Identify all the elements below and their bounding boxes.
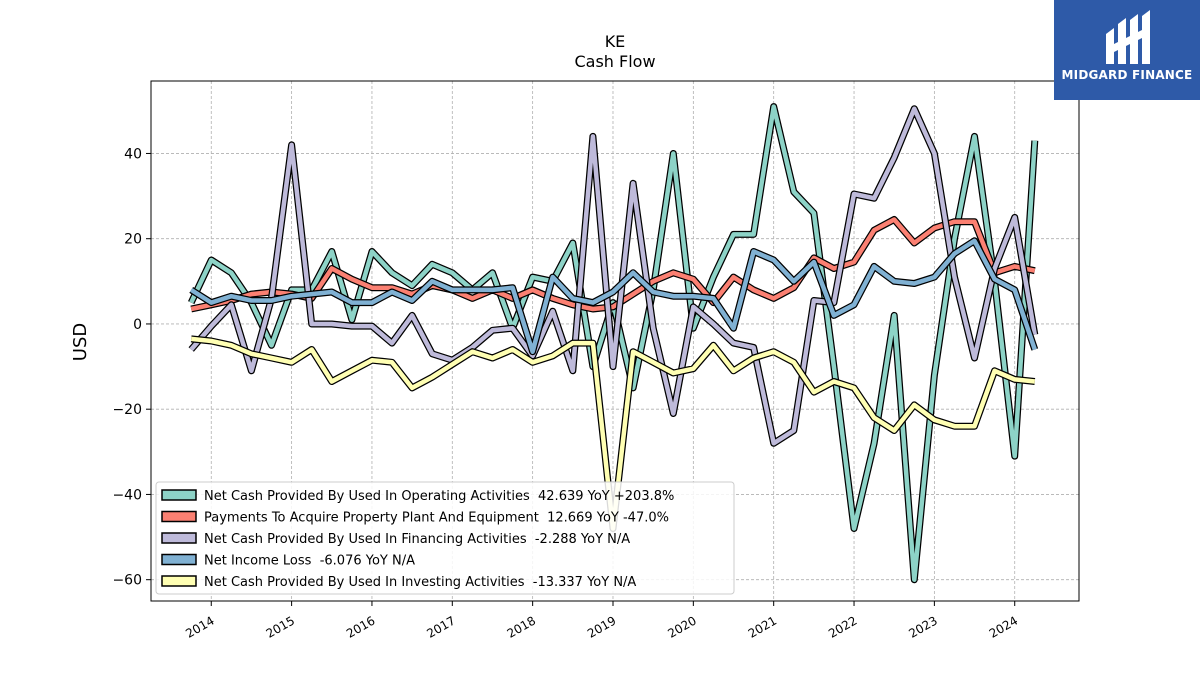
legend: Net Cash Provided By Used In Operating A… bbox=[155, 481, 735, 595]
x-tick-label: 2014 bbox=[183, 613, 216, 640]
y-tick-label: −60 bbox=[112, 573, 142, 589]
x-tick-label: 2015 bbox=[264, 613, 297, 640]
y-tick-label: 0 bbox=[133, 317, 142, 333]
series-line-2 bbox=[189, 106, 1038, 446]
legend-swatch-2 bbox=[161, 532, 197, 544]
brand-logo-icon bbox=[1106, 10, 1150, 64]
y-axis: −60 −40 −20 0 20 40 bbox=[112, 146, 151, 589]
legend-swatch-3 bbox=[161, 553, 197, 566]
x-tick-label: 2018 bbox=[505, 613, 538, 640]
series-line-1 bbox=[190, 217, 1036, 312]
y-tick-label: −20 bbox=[112, 402, 142, 418]
x-tick-label: 2016 bbox=[344, 613, 377, 640]
series-line-0 bbox=[189, 104, 1038, 582]
legend-swatch-4 bbox=[161, 575, 197, 587]
x-tick-label: 2021 bbox=[746, 613, 779, 640]
chart-subtitle: Cash Flow bbox=[574, 52, 655, 71]
plot-area-frame bbox=[150, 80, 1080, 602]
x-tick-label: 2019 bbox=[585, 613, 618, 640]
x-tick-label: 2017 bbox=[424, 613, 457, 640]
y-tick-label: −40 bbox=[112, 487, 142, 503]
y-tick-label: 20 bbox=[124, 232, 142, 248]
y-tick-label: 40 bbox=[124, 146, 142, 162]
x-tick-label: 2022 bbox=[826, 613, 859, 640]
brand-name: MIDGARD FINANCE bbox=[1061, 68, 1193, 82]
x-tick-label: 2023 bbox=[906, 613, 939, 640]
x-tick-label: 2020 bbox=[665, 613, 698, 640]
series-line-3 bbox=[189, 238, 1037, 354]
legend-swatch-0 bbox=[161, 489, 197, 501]
series-lines bbox=[188, 103, 1039, 584]
legend-box bbox=[155, 481, 735, 595]
x-tick-label: 2024 bbox=[987, 613, 1020, 640]
legend-entry-2: Net Cash Provided By Used In Financing A… bbox=[204, 532, 630, 547]
legend-entry-0: Net Cash Provided By Used In Operating A… bbox=[204, 489, 674, 504]
legend-entry-3: Net Income Loss -6.076 YoY N/A bbox=[204, 554, 415, 569]
legend-swatch-1 bbox=[161, 510, 197, 523]
legend-entry-4: Net Cash Provided By Used In Investing A… bbox=[204, 575, 636, 590]
x-axis: 2014 2015 2016 2017 2018 2019 2020 2021 2022 2023… bbox=[183, 601, 1020, 641]
brand-logo: MIDGARD FINANCE bbox=[1054, 0, 1200, 100]
y-axis-label: USD bbox=[70, 323, 91, 361]
legend-entry-1: Payments To Acquire Property Plant And E… bbox=[204, 511, 669, 526]
chart-title: KE bbox=[605, 32, 626, 51]
